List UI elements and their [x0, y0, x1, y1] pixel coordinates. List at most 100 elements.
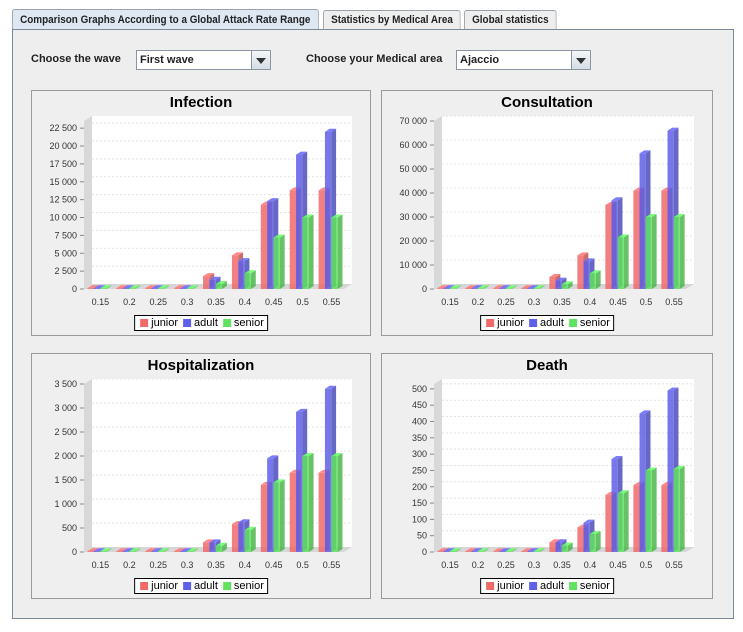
legend-label-junior: junior — [497, 317, 525, 329]
bar-top-adult — [527, 285, 539, 289]
bar-side-senior — [135, 285, 141, 289]
wave-select[interactable]: First wave — [136, 50, 271, 70]
bar-top-senior — [302, 453, 314, 456]
bar-senior — [157, 551, 165, 552]
bar-adult — [180, 551, 187, 552]
y-tick-label: 50 000 — [399, 164, 427, 174]
y-tick-label: 500 — [62, 523, 77, 533]
bar-top-junior — [203, 539, 215, 543]
bar-top-senior — [561, 542, 573, 546]
bar-adult — [471, 288, 478, 289]
bar-top-junior — [145, 548, 157, 552]
bar-top-senior — [617, 234, 629, 238]
chart-title: Infection — [169, 94, 233, 111]
bar-junior — [605, 205, 612, 289]
chart-consultation: Consultation 0 10 000 20 000 30 000 40 000 50… — [381, 90, 713, 336]
bar-top-senior — [215, 542, 227, 546]
bar-top-adult — [267, 455, 279, 459]
y-tick-label: 22 500 — [49, 123, 77, 133]
bar-top-adult — [667, 127, 679, 131]
bar-adult — [122, 551, 130, 552]
bar-top-adult — [93, 285, 105, 289]
bar-adult — [583, 522, 590, 552]
bar-adult — [324, 388, 332, 552]
tab-global-statistics[interactable]: Global statistics — [463, 10, 557, 29]
legend-label-junior: junior — [497, 580, 525, 592]
bar-top-senior — [244, 526, 256, 530]
bar-junior — [174, 551, 181, 552]
y-tick-label: 12 500 — [49, 195, 77, 205]
chart-death: Death 0 50 100 150 200 250 300 350 400 450 500 0.15… — [381, 353, 713, 599]
legend-swatch-junior — [140, 319, 149, 327]
bar-adult — [667, 130, 674, 289]
bar-top-junior — [521, 285, 533, 289]
bar-top-junior — [437, 285, 449, 289]
bar-junior — [203, 276, 210, 289]
bar-junior — [661, 190, 668, 289]
bar-junior — [521, 551, 528, 552]
chevron-down-icon[interactable] — [251, 51, 270, 69]
bar-side-senior — [595, 531, 601, 552]
bar-top-adult — [555, 277, 567, 281]
bar-adult — [443, 551, 450, 552]
bar-top-senior — [589, 270, 601, 274]
y-tick-label: 10 000 — [49, 213, 77, 223]
x-tick-label: 0.5 — [296, 560, 309, 570]
x-tick-label: 0.2 — [123, 297, 136, 307]
bar-junior — [145, 288, 152, 289]
bar-top-adult — [122, 285, 134, 289]
bar-senior — [186, 288, 194, 289]
chart-legend: junior adult senior — [480, 578, 614, 594]
bar-side-senior — [679, 214, 685, 289]
bar-adult — [209, 279, 216, 289]
legend-label-adult: adult — [194, 580, 218, 592]
y-tick-label: 150 — [412, 498, 427, 508]
bar-side-senior — [337, 214, 343, 289]
bar-senior — [244, 529, 251, 552]
chevron-down-icon[interactable] — [571, 51, 590, 69]
x-tick-label: 0.3 — [528, 560, 541, 570]
bar-top-senior — [505, 285, 517, 289]
bar-top-junior — [174, 285, 186, 289]
bar-junior — [493, 551, 500, 552]
bar-junior — [549, 542, 556, 552]
y-tick-label: 50 — [417, 531, 427, 541]
bar-top-junior — [87, 548, 99, 552]
legend-swatch-junior — [140, 582, 149, 590]
bar-adult — [324, 131, 332, 289]
bar-side-senior — [455, 548, 461, 552]
bar-top-junior — [493, 548, 505, 552]
bar-top-adult — [238, 258, 250, 262]
bar-adult — [180, 288, 187, 289]
x-tick-label: 0.25 — [149, 560, 167, 570]
x-tick-label: 0.4 — [584, 297, 597, 307]
bar-top-senior — [273, 479, 285, 483]
bar-side-senior — [455, 285, 461, 289]
tab-comparison-graphs[interactable]: Comparison Graphs According to a Global … — [12, 9, 319, 30]
bar-top-senior — [477, 548, 489, 552]
bar-side-senior — [164, 548, 170, 552]
bar-side-senior — [623, 490, 629, 552]
bar-side-senior — [250, 270, 256, 289]
medical-area-label: Choose your Medical area — [306, 53, 443, 65]
x-tick-label: 0.45 — [609, 560, 627, 570]
medical-area-select[interactable]: Ajaccio — [456, 50, 591, 70]
tab-statistics-by-medical-area[interactable]: Statistics by Medical Area — [322, 10, 461, 29]
x-tick-label: 0.4 — [239, 297, 252, 307]
bar-adult — [151, 288, 158, 289]
y-tick-label: 0 — [72, 547, 77, 557]
bar-side-senior — [308, 214, 314, 289]
legend-label-junior: junior — [151, 580, 179, 592]
bar-top-senior — [331, 453, 343, 456]
bar-adult — [93, 288, 101, 289]
bar-top-adult — [443, 548, 455, 552]
bar-top-adult — [209, 539, 221, 543]
bar-top-adult — [639, 150, 651, 154]
bar-adult — [471, 551, 478, 552]
y-tick-label: 5 000 — [54, 248, 77, 258]
bar-top-junior — [174, 548, 186, 552]
bar-top-senior — [129, 285, 141, 289]
x-tick-label: 0.15 — [92, 560, 110, 570]
bar-adult — [122, 288, 130, 289]
bar-top-senior — [645, 467, 657, 471]
